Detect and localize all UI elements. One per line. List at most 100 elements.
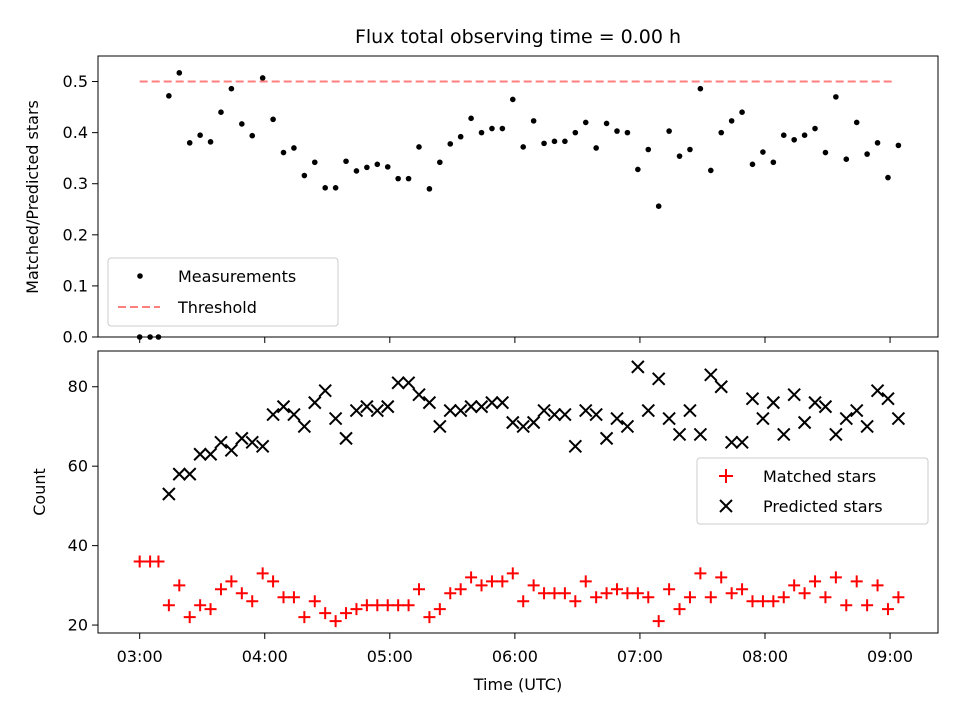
matched-star-point: [465, 571, 478, 584]
legend-threshold-label: Threshold: [177, 298, 257, 317]
predicted-star-point: [808, 395, 822, 410]
predicted-star-point: [193, 447, 207, 461]
measurement-point: [885, 174, 891, 181]
measurement-point: [801, 132, 808, 138]
matched-star-point: [277, 591, 290, 604]
measurement-point: [291, 145, 297, 151]
measurement-point: [395, 175, 401, 182]
measurement-point: [457, 133, 464, 140]
matched-star-point: [663, 583, 676, 596]
predicted-star-point: [797, 415, 812, 430]
predicted-star-point: [610, 411, 624, 426]
matched-star-point: [214, 583, 227, 596]
matched-star-point: [194, 599, 207, 612]
predicted-star-point: [453, 403, 468, 418]
measurement-point: [718, 129, 725, 136]
legend-matched-label: Matched stars: [763, 467, 876, 486]
predicted-star-point: [162, 487, 176, 501]
predicted-star-point: [214, 435, 228, 450]
predicted-star-point: [464, 399, 478, 414]
matched-star-point: [746, 595, 759, 608]
measurement-point: [374, 161, 381, 168]
top-legend: Measurements Threshold: [107, 257, 339, 327]
measurement-point: [270, 116, 276, 123]
predicted-star-point: [516, 419, 530, 434]
matched-star-point: [683, 591, 696, 604]
predicted-star-point: [287, 407, 301, 422]
matched-star-point: [850, 575, 863, 588]
bottom-y-tick-label: 40: [68, 536, 88, 555]
predicted-star-point: [714, 380, 728, 394]
matched-star-point: [162, 599, 175, 612]
measurement-point: [812, 125, 818, 132]
legend-predicted-marker: [719, 499, 733, 513]
legend-measurements-marker: [137, 273, 143, 279]
predicted-star-point: [724, 435, 739, 450]
predicted-star-point: [183, 467, 197, 481]
predicted-star-point: [443, 403, 457, 418]
matched-star-point: [788, 579, 801, 592]
bottom-plot-data: [133, 360, 906, 628]
measurement-point: [895, 142, 902, 149]
matched-star-point: [412, 583, 425, 596]
top-chart-title: Flux total observing time = 0.00 h: [355, 26, 681, 48]
matched-star-point: [475, 579, 488, 592]
matched-star-point: [340, 607, 353, 620]
predicted-star-point: [558, 407, 572, 422]
measurement-point: [166, 93, 172, 99]
matched-star-point: [267, 575, 280, 588]
top-y-tick-label: 0.2: [63, 225, 88, 244]
predicted-star-point: [881, 391, 895, 406]
predicted-star-point: [245, 435, 259, 450]
predicted-star-point: [203, 447, 218, 461]
matched-star-point: [756, 595, 769, 608]
predicted-star-point: [360, 399, 374, 414]
matched-star-point: [652, 615, 665, 628]
top-plot-frame: [97, 55, 939, 338]
bottom-legend-box: [696, 457, 929, 525]
predicted-star-point: [266, 407, 280, 422]
predicted-star-point: [860, 419, 874, 434]
bottom-y-tick-label: 20: [68, 616, 88, 635]
measurement-point: [301, 172, 308, 179]
measurement-point: [541, 140, 547, 147]
predicted-star-point: [787, 387, 801, 402]
bottom-plot-frame: [97, 350, 939, 634]
predicted-star-point: [495, 395, 510, 410]
measurement-point: [447, 141, 454, 147]
predicted-star-point: [839, 411, 853, 426]
matched-star-point: [319, 607, 332, 620]
measurement-point: [697, 85, 704, 92]
predicted-star-point: [433, 419, 447, 434]
bottom-x-tick-label: 07:00: [617, 647, 663, 666]
matched-star-point: [892, 591, 905, 604]
predicted-star-point: [683, 403, 697, 418]
predicted-star-point: [589, 407, 603, 422]
matched-star-point: [392, 599, 405, 612]
matched-star-point: [673, 603, 686, 616]
predicted-star-point: [172, 467, 186, 481]
matched-star-point: [642, 591, 655, 604]
measurement-point: [259, 75, 266, 81]
measurement-point: [593, 145, 599, 151]
measurement-point: [228, 85, 235, 92]
matched-star-point: [621, 587, 634, 600]
matched-star-point: [819, 591, 832, 604]
top-y-tick-label: 0.5: [63, 72, 88, 91]
measurement-point: [353, 168, 360, 174]
matched-star-point: [287, 591, 300, 604]
matched-star-point: [350, 603, 363, 616]
bottom-x-tick-label: 09:00: [867, 647, 913, 666]
predicted-star-point: [235, 431, 249, 446]
bottom-legend: Matched stars Predicted stars: [696, 457, 929, 525]
matched-star-point: [579, 575, 592, 588]
predicted-star-point: [276, 399, 291, 414]
measurement-point: [728, 118, 735, 124]
predicted-star-point: [641, 403, 655, 418]
matched-star-point: [829, 571, 842, 584]
matched-star-point: [298, 611, 311, 624]
bottom-y-tick-label: 60: [68, 457, 88, 476]
predicted-star-point: [662, 411, 676, 426]
matched-star-point: [767, 595, 780, 608]
